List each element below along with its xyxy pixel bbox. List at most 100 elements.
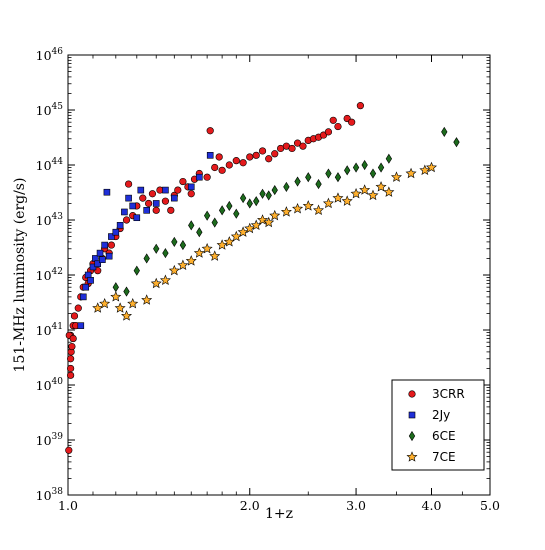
7ce-point: [230, 230, 242, 242]
3crr-point: [206, 127, 214, 135]
x-tick-label: 1.0: [58, 498, 78, 513]
2jy-point: [77, 322, 85, 329]
3crr-point: [271, 150, 279, 158]
7ce-point: [263, 216, 275, 228]
3crr-point: [67, 355, 75, 363]
3crr-point: [329, 116, 337, 124]
2jy-point: [96, 249, 104, 257]
legend-marker-3crr: [408, 390, 416, 398]
6ce-point: [441, 126, 448, 137]
6ce-point: [123, 286, 130, 297]
7ce-point: [150, 277, 162, 289]
2jy-point: [125, 194, 132, 202]
2jy-point: [129, 202, 137, 210]
6ce-point: [179, 240, 187, 251]
x-tick-label: 5.0: [480, 498, 500, 513]
2jy-point: [133, 214, 141, 222]
6ce-point: [239, 193, 247, 204]
2jy-point: [162, 186, 169, 194]
3crr-point: [232, 157, 240, 165]
series-7ce: [92, 161, 437, 321]
3crr-point: [356, 102, 364, 110]
y-tick-label: 1044: [36, 157, 64, 173]
7ce-point: [127, 297, 139, 309]
2jy-point: [116, 222, 124, 229]
7ce-point: [216, 239, 228, 250]
2jy-point: [137, 186, 145, 194]
series-2jy: [77, 152, 214, 329]
7ce-point: [302, 200, 314, 211]
7ce-point: [367, 189, 379, 201]
7ce-point: [121, 310, 133, 321]
series-6ce: [112, 126, 460, 297]
3crr-point: [174, 186, 182, 194]
7ce-point: [209, 250, 221, 261]
7ce-point: [223, 236, 235, 247]
3crr-point: [139, 194, 147, 202]
3crr-point: [218, 166, 226, 174]
legend: 3CRR 2Jy 6CE 7CE: [391, 379, 485, 471]
3crr-point: [324, 128, 333, 136]
3crr-point: [211, 163, 219, 172]
7ce-point: [313, 204, 325, 215]
y-tick-label: 1041: [36, 322, 63, 338]
3crr-point: [225, 161, 233, 169]
y-tick-label: 1040: [36, 377, 64, 393]
6ce-point: [283, 181, 290, 192]
3crr-point: [67, 371, 75, 379]
y-tick-label: 1042: [36, 267, 63, 283]
3crr-point: [70, 312, 79, 320]
2jy-point: [187, 183, 195, 191]
3crr-point: [265, 155, 273, 163]
2jy-point: [108, 233, 115, 240]
x-tick-label: 4.0: [422, 498, 442, 513]
7ce-point: [185, 255, 197, 266]
6ce-point: [211, 217, 218, 228]
7ce-point: [92, 302, 104, 313]
6ce-point: [325, 168, 332, 179]
6ce-point: [344, 165, 351, 176]
6ce-point: [259, 188, 266, 199]
6ce-point: [143, 253, 150, 264]
2jy-point: [196, 173, 203, 181]
3crr-point: [148, 190, 157, 198]
3crr-point: [167, 206, 175, 214]
3crr-point: [107, 241, 115, 249]
x-tick-label: 3.0: [346, 498, 366, 513]
3crr-point: [187, 190, 195, 198]
3crr-point: [348, 118, 356, 126]
2jy-point: [171, 194, 178, 202]
y-tick-labels: 1038 1039 1040 1041 1042 1043 1044 1045 1046: [36, 47, 64, 503]
7ce-point: [114, 302, 126, 313]
3crr-point: [288, 144, 296, 153]
legend-box: [391, 379, 485, 471]
2jy-point: [82, 283, 90, 291]
6ce-point: [246, 198, 253, 209]
y-tick-label: 1038: [36, 487, 64, 503]
3crr-point: [122, 216, 131, 224]
2jy-point: [143, 207, 150, 214]
6ce-point: [265, 190, 272, 201]
3crr-point: [215, 153, 223, 161]
legend-marker-6ce: [408, 430, 416, 442]
3crr-point: [124, 180, 133, 188]
7ce-point: [375, 181, 387, 192]
2jy-point: [112, 228, 120, 236]
2jy-point: [94, 260, 102, 268]
6ce-point: [133, 265, 140, 276]
x-tick-label: 2.0: [240, 498, 260, 513]
3crr-point: [252, 151, 260, 159]
2jy-point: [79, 293, 87, 301]
6ce-point: [171, 236, 178, 247]
6ce-point: [253, 196, 260, 207]
series-3crr: [65, 102, 364, 454]
2jy-point: [206, 152, 214, 159]
3crr-point: [299, 142, 307, 150]
3crr-point: [179, 177, 187, 186]
7ce-point: [425, 161, 437, 173]
7ce-point: [244, 222, 256, 234]
legend-marker-7ce: [406, 451, 418, 462]
7ce-point: [405, 167, 417, 179]
